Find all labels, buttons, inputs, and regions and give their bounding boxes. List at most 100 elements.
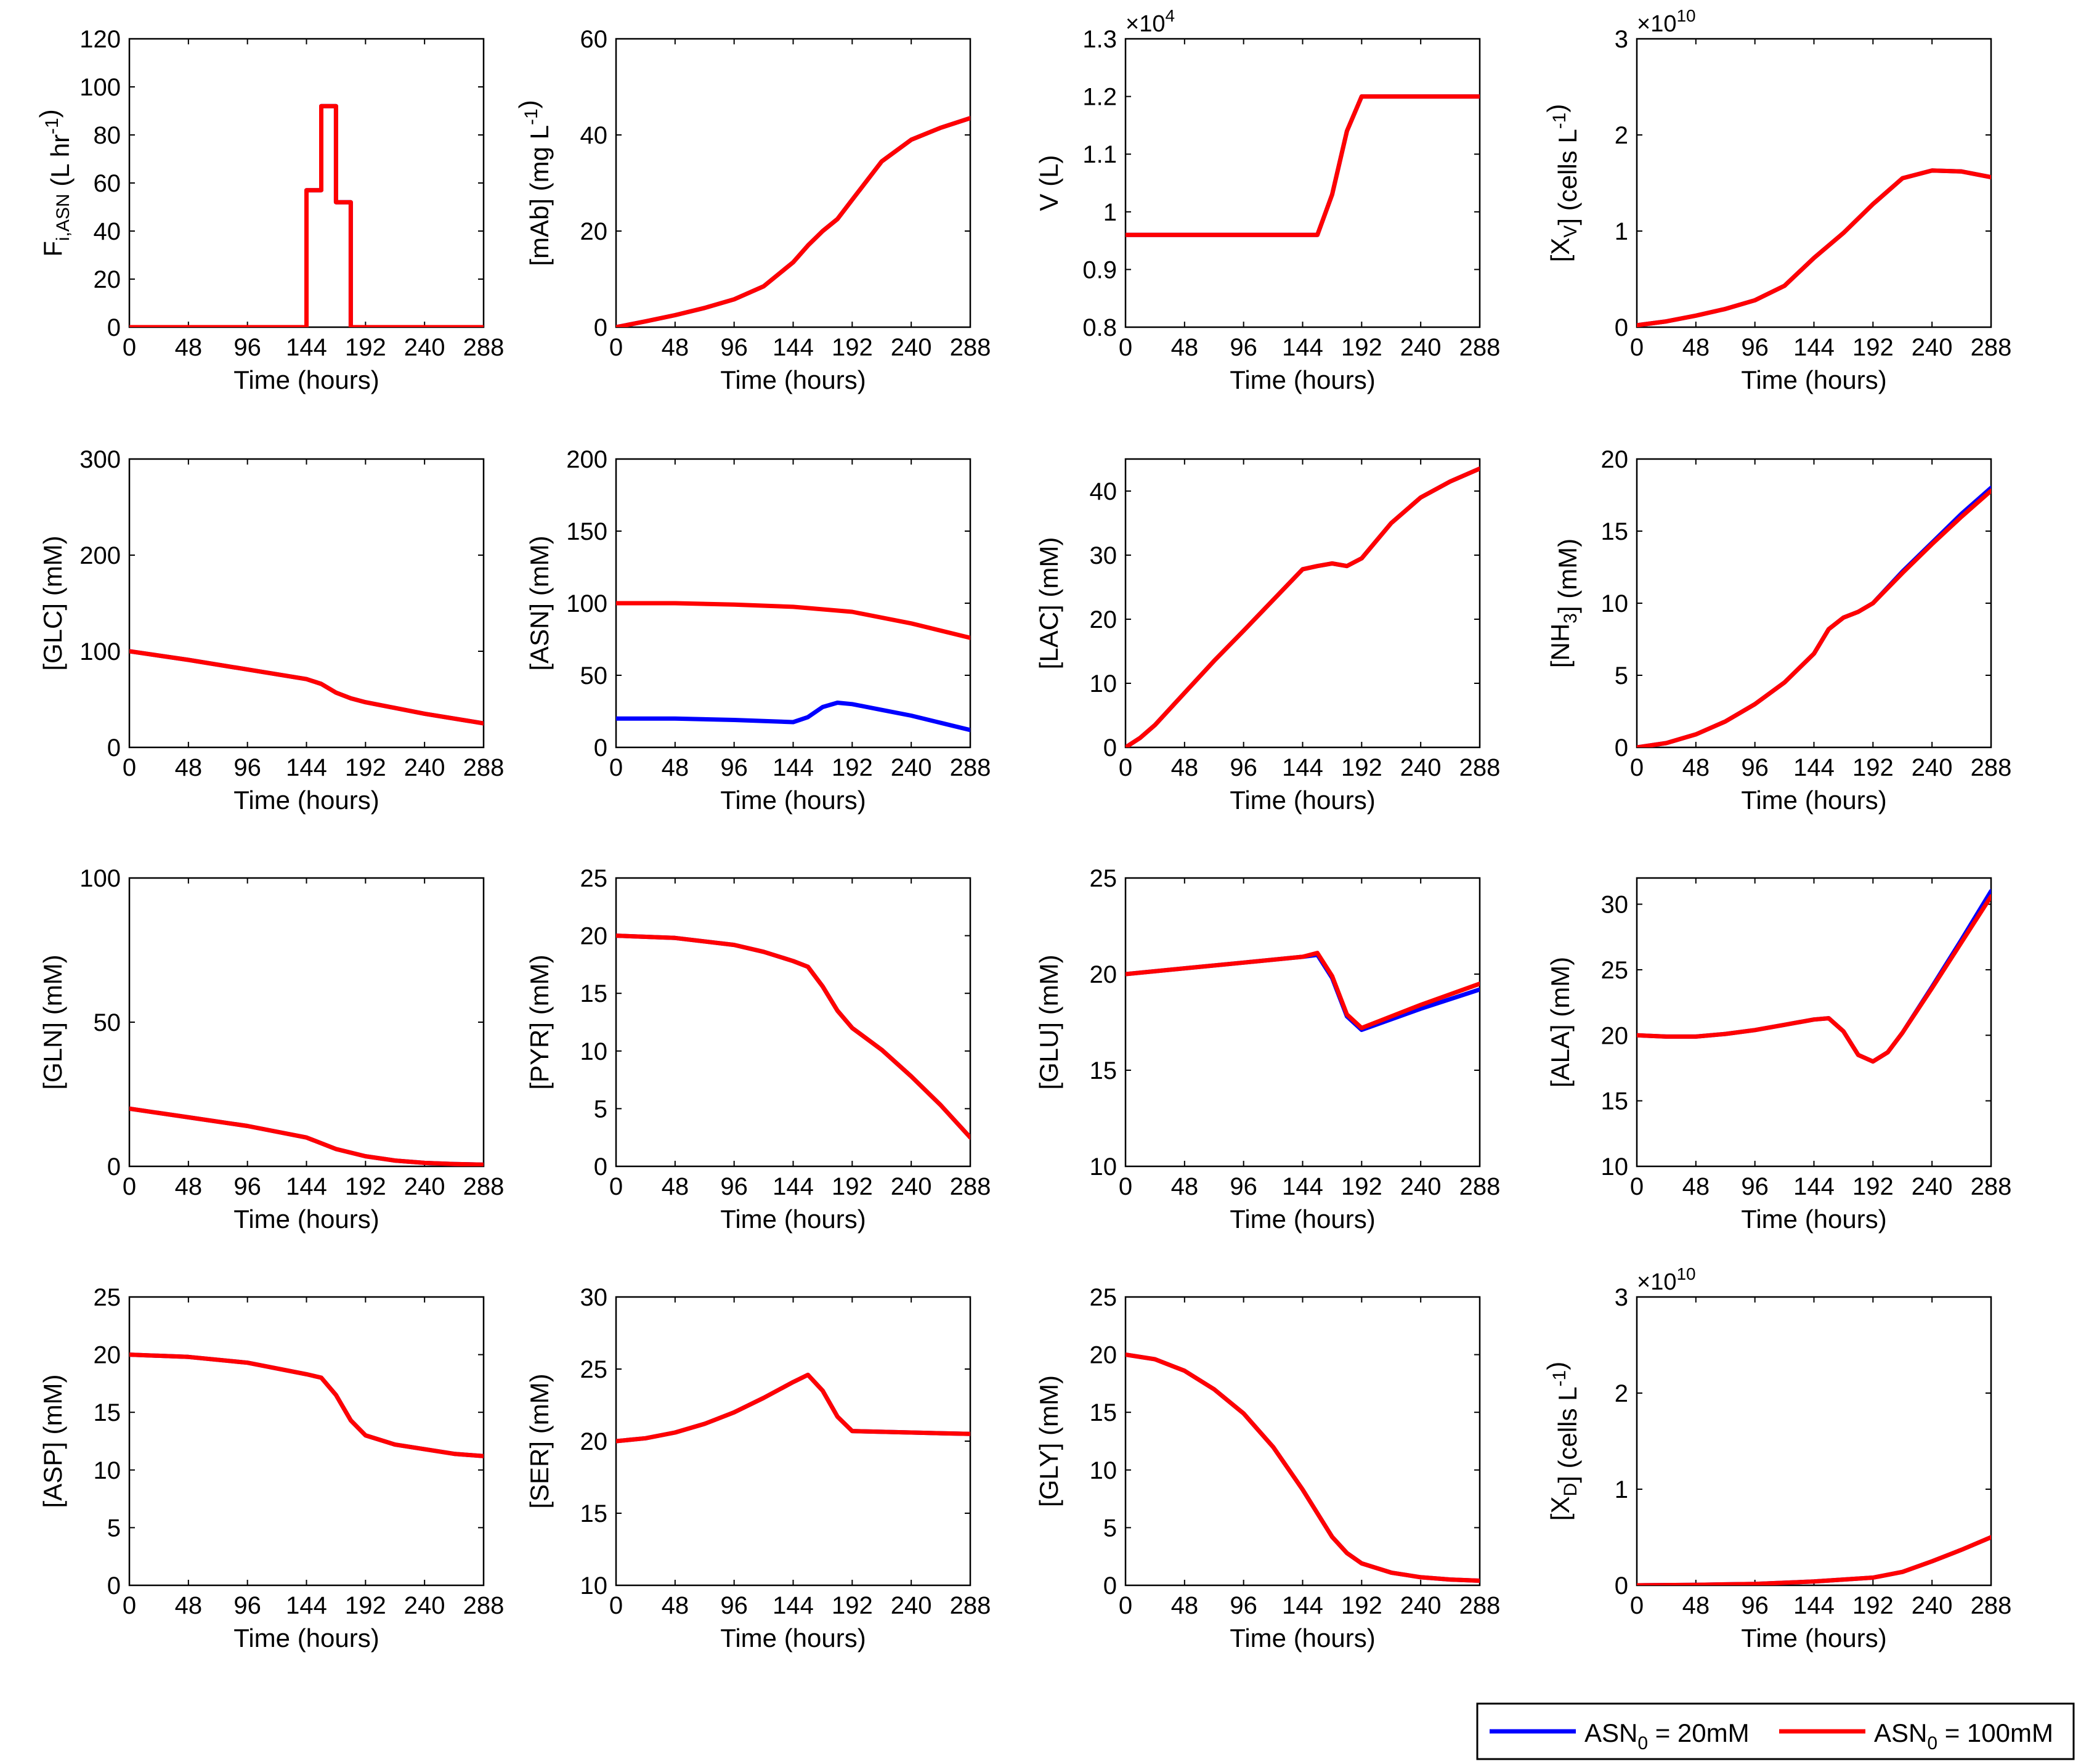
x-tick-label: 240 [891,1173,932,1200]
y-axis-label-part: i,ASN [53,193,73,241]
x-tick-label: 96 [1230,1173,1257,1200]
series-line-asn0-100mM [1637,168,1991,327]
y-axis-label: [GLC] (mM) [38,535,67,670]
axis-multiplier: ×1010 [1637,1264,1696,1295]
y-tick-label: 20 [580,923,608,950]
x-tick-label: 0 [609,1173,623,1200]
legend: ASN0 = 20mM ASN0 = 100mM [1476,1702,2075,1760]
y-tick-label: 15 [1090,1057,1118,1084]
x-tick-label: 96 [720,1592,748,1619]
series-line-asn0-100mM [616,601,970,640]
y-tick-label: 25 [1090,865,1118,892]
x-tick-label: 288 [463,754,505,781]
x-tick-label: 96 [1230,1592,1257,1619]
y-tick-label: 3 [1615,1284,1628,1311]
axes-box [1124,1296,1481,1587]
x-tick-label: 240 [1400,1173,1442,1200]
x-tick-label: 0 [609,754,623,781]
x-tick-label: 144 [286,334,327,361]
y-tick-label: 1.3 [1082,26,1117,53]
y-axis-label-part: [ASP] (mM) [38,1375,67,1508]
y-tick-label: 15 [580,980,608,1007]
x-tick-label: 144 [1793,334,1835,361]
y-tick-label: 120 [79,26,121,53]
y-tick-label: 40 [1090,478,1118,505]
axes-box [615,1296,972,1587]
subplot-1: 0 48 96 144 192 240 288 0 20 40 60 80 100 120 Time (ho… [34,26,504,394]
y-tick-label: 0 [1103,734,1117,762]
y-tick-label: 100 [566,590,607,617]
x-tick-label: 48 [1682,1173,1710,1200]
x-tick-label: 288 [950,1173,991,1200]
axes-box [128,1296,485,1587]
y-tick-label: 0.9 [1082,256,1117,283]
y-tick-label: 30 [580,1284,608,1311]
y-axis-label-part: -1 [1549,113,1570,129]
axis-multiplier: ×1010 [1637,6,1696,37]
x-tick-label: 0 [123,1173,136,1200]
axes-box [1636,38,1992,328]
x-tick-label: 0 [1630,754,1644,781]
x-tick-label: 240 [891,754,932,781]
series-line-asn0-100mM [1637,489,1991,747]
y-tick-label: 0 [107,734,121,762]
y-axis-label: [ASN] (mM) [525,535,554,670]
y-axis-label: [NH3] (mM) [1546,539,1582,668]
y-tick-label: 0 [594,734,607,762]
x-axis-label: Time (hours) [233,365,379,394]
series-line-asn0-100mM [1637,894,1991,1064]
x-axis-label: Time (hours) [1230,786,1375,815]
y-axis-label: [mAb] (mg L-1) [514,100,554,266]
x-tick-label: 288 [463,1592,505,1619]
axes-box [1124,458,1481,749]
x-tick-label: 144 [286,1592,327,1619]
x-tick-label: 192 [1341,1173,1382,1200]
y-axis-label-part: D [1560,1483,1581,1497]
y-tick-label: 20 [580,218,608,245]
y-tick-label: 25 [1090,1284,1118,1311]
y-axis-label: [ASP] (mM) [38,1375,67,1508]
y-tick-label: 20 [1090,606,1118,633]
axes-box [1124,877,1481,1168]
x-tick-label: 0 [1630,334,1644,361]
x-tick-label: 0 [1119,1592,1132,1619]
x-axis-label: Time (hours) [1230,1624,1375,1652]
x-tick-label: 144 [286,754,327,781]
subplot-16: 0 48 96 144 192 240 288 0 1 2 3 Time (hours) [XD] (c… [1542,1264,2011,1652]
x-tick-label: 192 [345,334,386,361]
y-tick-label: 1.2 [1082,84,1117,111]
series-line-asn0-100mM [616,933,970,1140]
x-tick-label: 96 [233,334,261,361]
x-tick-label: 0 [1630,1592,1644,1619]
x-tick-label: 48 [1171,754,1199,781]
y-tick-label: 0.8 [1082,314,1117,341]
x-tick-label: 288 [950,1592,991,1619]
y-axis-label-part: [mAb] (mg L [525,125,554,266]
x-tick-label: 192 [1852,1173,1894,1200]
series-line-asn0-100mM [129,649,484,726]
x-tick-label: 48 [662,754,689,781]
y-axis-label-part: 3 [1560,613,1581,624]
x-tick-label: 192 [1852,754,1894,781]
x-tick-label: 240 [404,334,445,361]
subplot-9: 0 48 96 144 192 240 288 0 50 100 Time (hours) [GLN]… [38,865,504,1234]
y-tick-label: 0 [1615,314,1628,341]
x-axis-label: Time (hours) [720,786,866,815]
y-axis-label: [PYR] (mM) [525,954,554,1089]
x-axis-label: Time (hours) [1741,1205,1886,1234]
x-tick-label: 288 [1971,754,2012,781]
x-axis-label: Time (hours) [1741,365,1886,394]
series-line-asn0-100mM [1126,94,1480,237]
x-tick-label: 48 [175,334,203,361]
y-axis-label: [GLN] (mM) [38,954,67,1089]
y-tick-label: 100 [79,865,121,892]
x-tick-label: 96 [233,754,261,781]
series-line-asn0-100mM [129,104,484,327]
subplot-15: 0 48 96 144 192 240 288 0 5 10 15 20 25 Time (hours) [… [1034,1284,1500,1652]
y-tick-label: 50 [94,1009,121,1036]
subplot-6: 0 48 96 144 192 240 288 0 50 100 150 200 Time (hours… [525,446,991,815]
x-tick-label: 48 [1682,334,1710,361]
x-tick-label: 144 [286,1173,327,1200]
x-axis-label: Time (hours) [233,1205,379,1234]
